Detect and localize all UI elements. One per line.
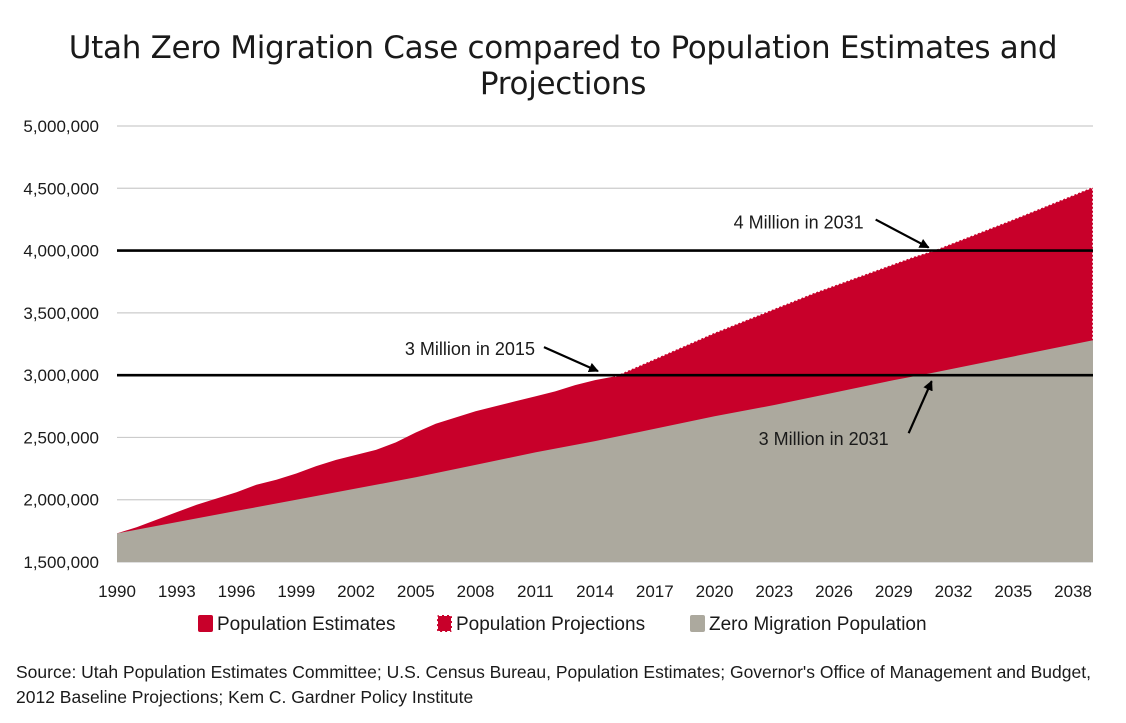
y-tick-label: 4,500,000 bbox=[23, 179, 99, 198]
y-tick-label: 5,000,000 bbox=[23, 117, 99, 136]
y-tick-label: 1,500,000 bbox=[23, 553, 99, 572]
annotation-label: 4 Million in 2031 bbox=[734, 213, 864, 233]
x-tick-label: 2008 bbox=[457, 582, 495, 601]
x-tick-label: 2005 bbox=[397, 582, 435, 601]
x-tick-label: 2032 bbox=[935, 582, 973, 601]
y-tick-label: 2,500,000 bbox=[23, 428, 99, 447]
y-tick-label: 3,500,000 bbox=[23, 304, 99, 323]
zero-migration-area bbox=[117, 340, 1093, 562]
x-tick-label: 2002 bbox=[337, 582, 375, 601]
annotation-arrow bbox=[875, 218, 930, 249]
annotation-label: 3 Million in 2015 bbox=[405, 339, 535, 359]
legend: Population Estimates Population Projectio… bbox=[198, 614, 927, 635]
y-tick-label: 2,000,000 bbox=[23, 491, 99, 510]
legend-estimates: Population Estimates bbox=[198, 614, 396, 635]
legend-swatch bbox=[198, 615, 213, 632]
y-tick-label: 4,000,000 bbox=[23, 242, 99, 261]
x-tick-label: 2011 bbox=[517, 582, 554, 601]
annotation-arrow bbox=[543, 346, 599, 373]
y-tick-label: 3,000,000 bbox=[23, 366, 99, 385]
chart-title: Utah Zero Migration Case compared to Pop… bbox=[68, 30, 1058, 102]
source-note: Source: Utah Population Estimates Commit… bbox=[16, 662, 1091, 707]
x-tick-label: 1999 bbox=[277, 582, 315, 601]
x-tick-label: 1996 bbox=[218, 582, 256, 601]
x-tick-label: 2017 bbox=[636, 582, 674, 601]
annotation-arrow bbox=[907, 380, 933, 434]
data-areas bbox=[117, 185, 1094, 563]
x-tick-label: 2035 bbox=[994, 582, 1032, 601]
x-tick-label: 2020 bbox=[696, 582, 734, 601]
x-tick-label: 2023 bbox=[755, 582, 793, 601]
reference-lines bbox=[117, 249, 1093, 377]
legend-label: Population Projections bbox=[456, 614, 645, 635]
legend-projections: Population Projections bbox=[436, 614, 645, 635]
axes: 1,500,000 2,000,000 2,500,000 3,000,000 3,50… bbox=[23, 117, 1092, 601]
legend-label: Zero Migration Population bbox=[709, 614, 927, 635]
legend-swatch bbox=[690, 615, 705, 632]
x-tick-label: 2014 bbox=[576, 582, 614, 601]
annotation-label: 3 Million in 2031 bbox=[759, 429, 889, 449]
x-tick-label: 2029 bbox=[875, 582, 913, 601]
legend-label: Population Estimates bbox=[217, 614, 396, 635]
legend-zero-migration: Zero Migration Population bbox=[690, 614, 927, 635]
x-tick-label: 1990 bbox=[98, 582, 136, 601]
projection-line bbox=[614, 185, 1094, 378]
annotations: 4 Million in 2031 3 Million in 2015 3 Mill… bbox=[405, 213, 933, 449]
x-tick-label: 1993 bbox=[158, 582, 196, 601]
legend-swatch bbox=[436, 614, 453, 633]
x-tick-label: 2038 bbox=[1054, 582, 1092, 601]
x-tick-label: 2026 bbox=[815, 582, 853, 601]
